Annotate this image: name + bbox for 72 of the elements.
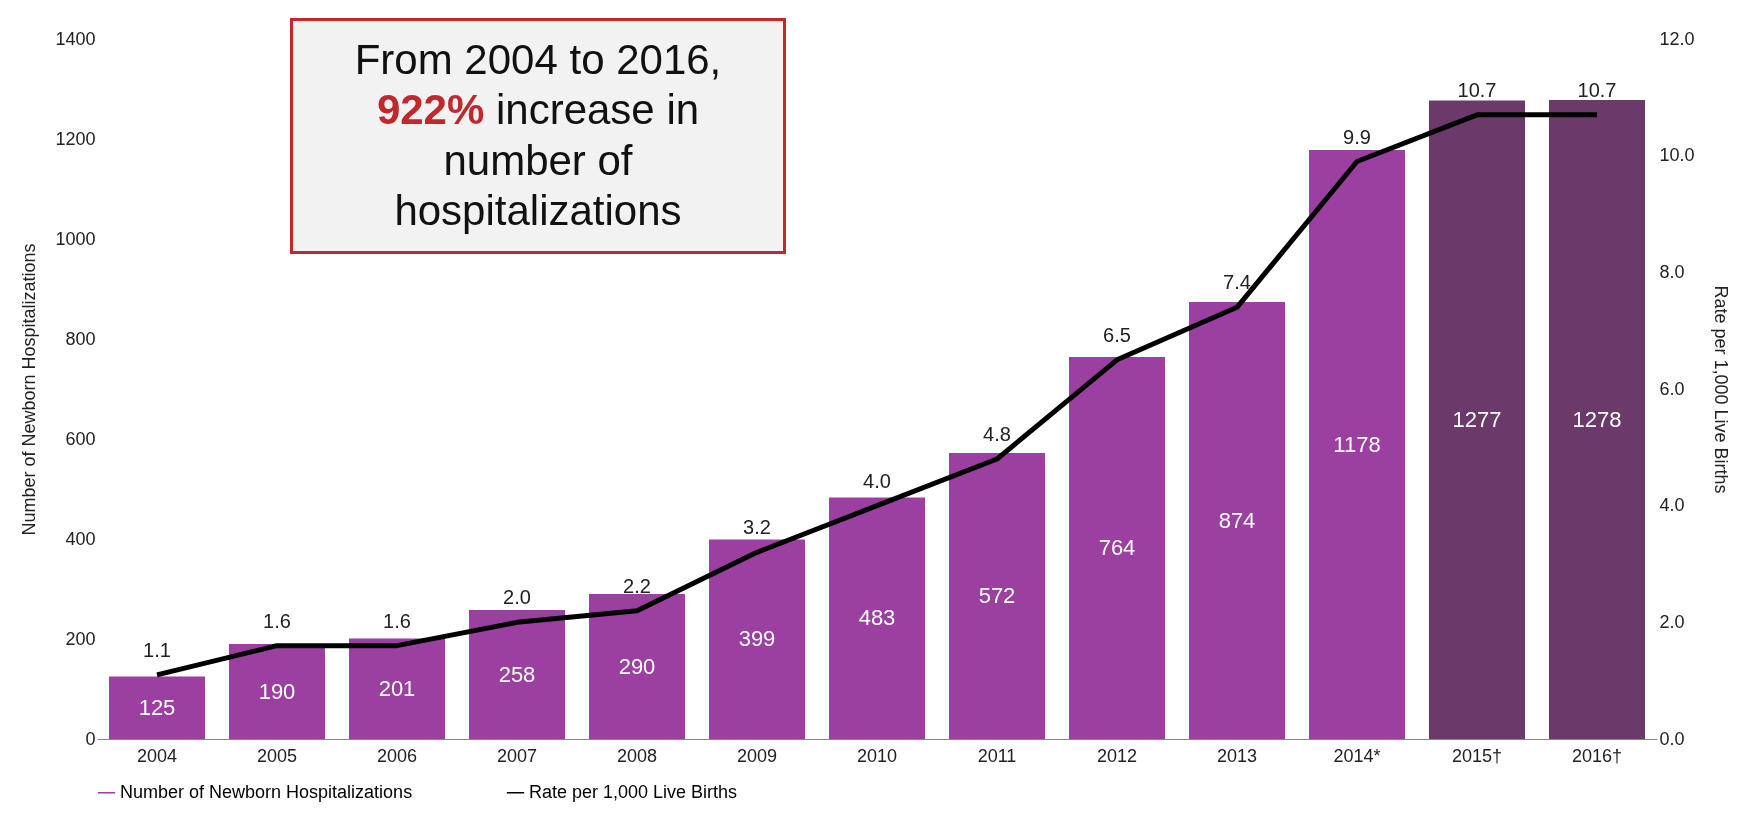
data-label: 483 bbox=[858, 605, 896, 631]
x-tick-label: 2005 bbox=[256, 745, 298, 766]
x-tick-label: 2010 bbox=[856, 745, 898, 766]
x-tick-label: 2011 bbox=[977, 745, 1017, 766]
data-label: 125 bbox=[138, 694, 176, 720]
annotation: From 2004 to 2016, 922% increase in number of hospitalizations bbox=[353, 35, 723, 237]
y2-tick-label: 12.0 bbox=[1659, 28, 1695, 49]
y2-tick-label: 0.0 bbox=[1659, 728, 1685, 749]
bar bbox=[469, 610, 565, 739]
y2-tick-label: 8.0 bbox=[1659, 261, 1685, 282]
legend-label: Rate per 1,000 Live Births bbox=[529, 781, 738, 802]
y2-tick-label: 4.0 bbox=[1659, 495, 1685, 516]
x-tick-label: 2016† bbox=[1571, 745, 1623, 766]
data-label: 190 bbox=[258, 678, 296, 704]
x-tick-label: 2006 bbox=[376, 745, 418, 766]
y-tick-label: 1400 bbox=[55, 28, 96, 49]
y2-tick-label: 10.0 bbox=[1659, 145, 1695, 166]
bar bbox=[229, 644, 325, 739]
y-tick-label: 1200 bbox=[55, 128, 96, 149]
bar bbox=[1309, 150, 1405, 739]
data-label: 1178 bbox=[1333, 431, 1381, 457]
y-tick-label: 600 bbox=[65, 428, 96, 449]
bar bbox=[1429, 100, 1525, 739]
data-label: 201 bbox=[378, 675, 416, 701]
x-tick-label: 2008 bbox=[616, 745, 658, 766]
y-tick-label: 200 bbox=[65, 628, 96, 649]
bar bbox=[709, 539, 805, 739]
data-label: 10.7 bbox=[1577, 78, 1617, 101]
x-tick-label: 2009 bbox=[736, 745, 778, 766]
bar bbox=[349, 638, 445, 739]
y-tick-label: 1000 bbox=[55, 228, 96, 249]
data-label: 764 bbox=[1098, 535, 1136, 560]
y-axis-title: Number of Newborn Hospitalizations bbox=[19, 243, 40, 536]
bar bbox=[589, 594, 685, 739]
y2-tick-label: 6.0 bbox=[1659, 378, 1685, 399]
bar bbox=[1189, 302, 1285, 739]
data-label: 1278 bbox=[1572, 406, 1622, 432]
bar bbox=[1549, 100, 1645, 739]
data-label: 258 bbox=[498, 661, 536, 687]
data-label: 874 bbox=[1218, 507, 1256, 533]
data-label: 10.7 bbox=[1457, 78, 1497, 101]
y-tick-label: 0 bbox=[85, 728, 96, 749]
legend-label: Number of Newborn Hospitalizations bbox=[120, 781, 413, 802]
data-label: 290 bbox=[618, 653, 656, 679]
data-label: 4.0 bbox=[863, 469, 891, 492]
data-label: 3.2 bbox=[743, 516, 771, 539]
data-label: 6.5 bbox=[1103, 323, 1131, 346]
x-tick-label: 2015† bbox=[1451, 745, 1503, 766]
data-label: 9.9 bbox=[1343, 125, 1371, 148]
x-tick-label: 2013 bbox=[1216, 745, 1258, 766]
y-tick-label: 800 bbox=[65, 328, 96, 349]
data-label: 1277 bbox=[1452, 406, 1502, 432]
y-tick-label: 400 bbox=[65, 528, 96, 549]
bar bbox=[1069, 357, 1165, 739]
data-label: 4.8 bbox=[983, 423, 1011, 445]
x-tick-label: 2007 bbox=[496, 745, 538, 766]
data-label: 2.2 bbox=[623, 574, 651, 597]
x-tick-label: 2004 bbox=[136, 745, 178, 766]
data-label: 1.6 bbox=[383, 609, 411, 632]
x-tick-label: 2012 bbox=[1096, 745, 1138, 766]
y2-axis-title: Rate per 1,000 Live Births bbox=[1710, 285, 1731, 494]
data-label: 572 bbox=[978, 583, 1016, 608]
bar bbox=[829, 497, 925, 739]
x-tick-label: 2014* bbox=[1333, 745, 1381, 766]
data-label: 7.4 bbox=[1223, 271, 1251, 294]
bar bbox=[109, 676, 205, 739]
data-label: 1.6 bbox=[263, 609, 291, 632]
bar bbox=[949, 453, 1045, 739]
data-label: 1.1 bbox=[143, 638, 171, 661]
data-label: 399 bbox=[738, 626, 776, 652]
data-label: 2.0 bbox=[503, 586, 531, 609]
y2-tick-label: 2.0 bbox=[1659, 611, 1685, 632]
